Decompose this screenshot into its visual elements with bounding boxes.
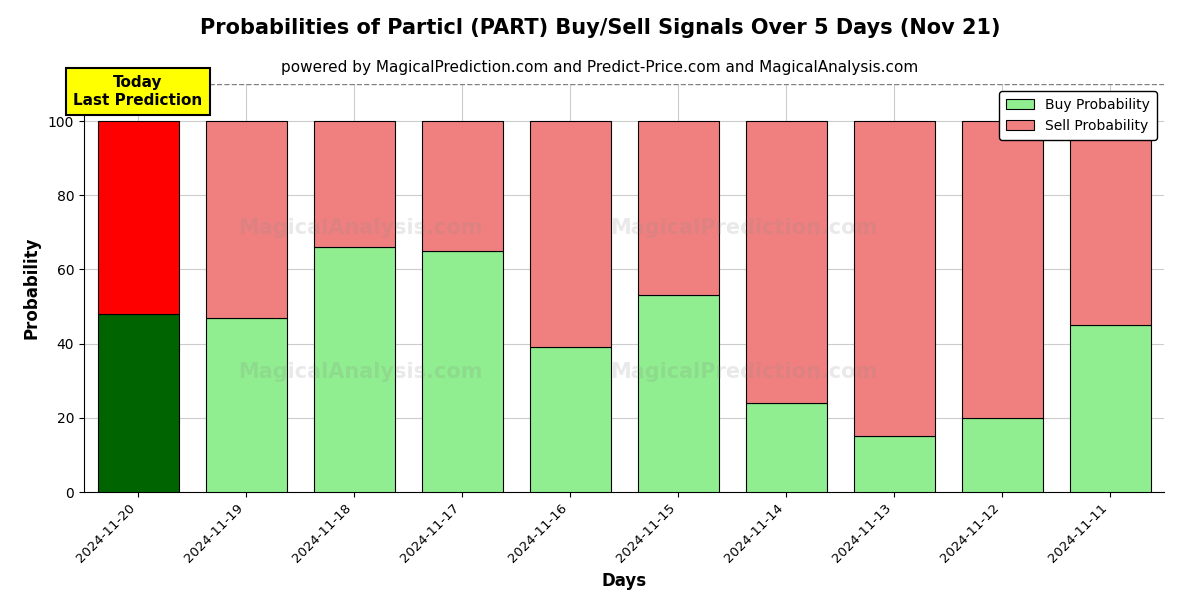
Bar xyxy=(97,314,179,492)
Text: MagicalPrediction.com: MagicalPrediction.com xyxy=(611,218,877,238)
Text: MagicalAnalysis.com: MagicalAnalysis.com xyxy=(238,218,482,238)
Bar xyxy=(637,121,719,295)
X-axis label: Days: Days xyxy=(601,572,647,590)
Y-axis label: Probability: Probability xyxy=(23,237,41,339)
Text: MagicalAnalysis.com: MagicalAnalysis.com xyxy=(238,362,482,382)
Bar xyxy=(313,121,395,247)
Bar xyxy=(529,121,611,347)
Text: Probabilities of Particl (PART) Buy/Sell Signals Over 5 Days (Nov 21): Probabilities of Particl (PART) Buy/Sell… xyxy=(199,18,1001,38)
Text: MagicalPrediction.com: MagicalPrediction.com xyxy=(611,362,877,382)
Bar xyxy=(205,121,287,317)
Bar xyxy=(961,418,1043,492)
Bar xyxy=(853,121,935,436)
Bar xyxy=(313,247,395,492)
Bar xyxy=(529,347,611,492)
Bar xyxy=(1069,325,1151,492)
Bar xyxy=(421,121,503,251)
Text: Today
Last Prediction: Today Last Prediction xyxy=(73,75,203,107)
Bar xyxy=(961,121,1043,418)
Bar xyxy=(853,436,935,492)
Bar xyxy=(745,403,827,492)
Bar xyxy=(637,295,719,492)
Bar xyxy=(205,317,287,492)
Bar xyxy=(421,251,503,492)
Bar xyxy=(745,121,827,403)
Bar xyxy=(1069,121,1151,325)
Bar xyxy=(97,121,179,314)
Legend: Buy Probability, Sell Probability: Buy Probability, Sell Probability xyxy=(1000,91,1157,140)
Text: powered by MagicalPrediction.com and Predict-Price.com and MagicalAnalysis.com: powered by MagicalPrediction.com and Pre… xyxy=(281,60,919,75)
